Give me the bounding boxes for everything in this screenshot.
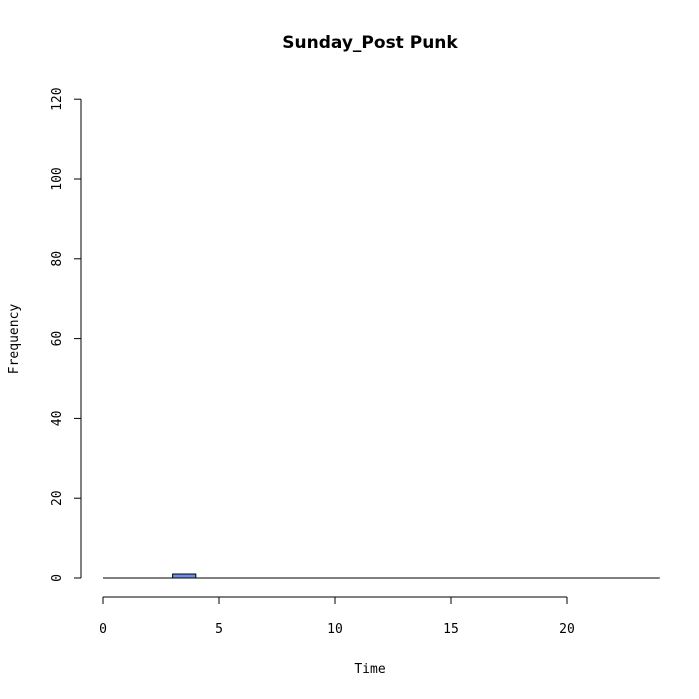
x-tick-label: 5 [215,622,223,637]
y-axis-label: Frequency [7,304,22,375]
chart-title: Sunday_Post Punk [282,33,458,53]
x-tick-label: 0 [99,622,107,637]
x-axis: 0 5 10 15 20 [99,596,575,637]
y-tick-label: 20 [50,490,65,506]
y-tick-label: 60 [50,331,65,347]
y-tick-label: 40 [50,411,65,427]
y-tick-label: 120 [50,87,65,110]
y-tick-label: 80 [50,251,65,267]
y-tick-label: 100 [50,167,65,190]
histogram-bar [172,573,197,579]
x-axis-label: Time [354,662,385,677]
y-tick-label: 0 [50,574,65,582]
x-tick-label: 20 [559,622,575,637]
x-tick-label: 10 [327,622,343,637]
x-tick-label: 15 [443,622,459,637]
histogram-bars [103,573,660,579]
y-axis: 0 20 40 60 80 100 120 [50,87,82,582]
